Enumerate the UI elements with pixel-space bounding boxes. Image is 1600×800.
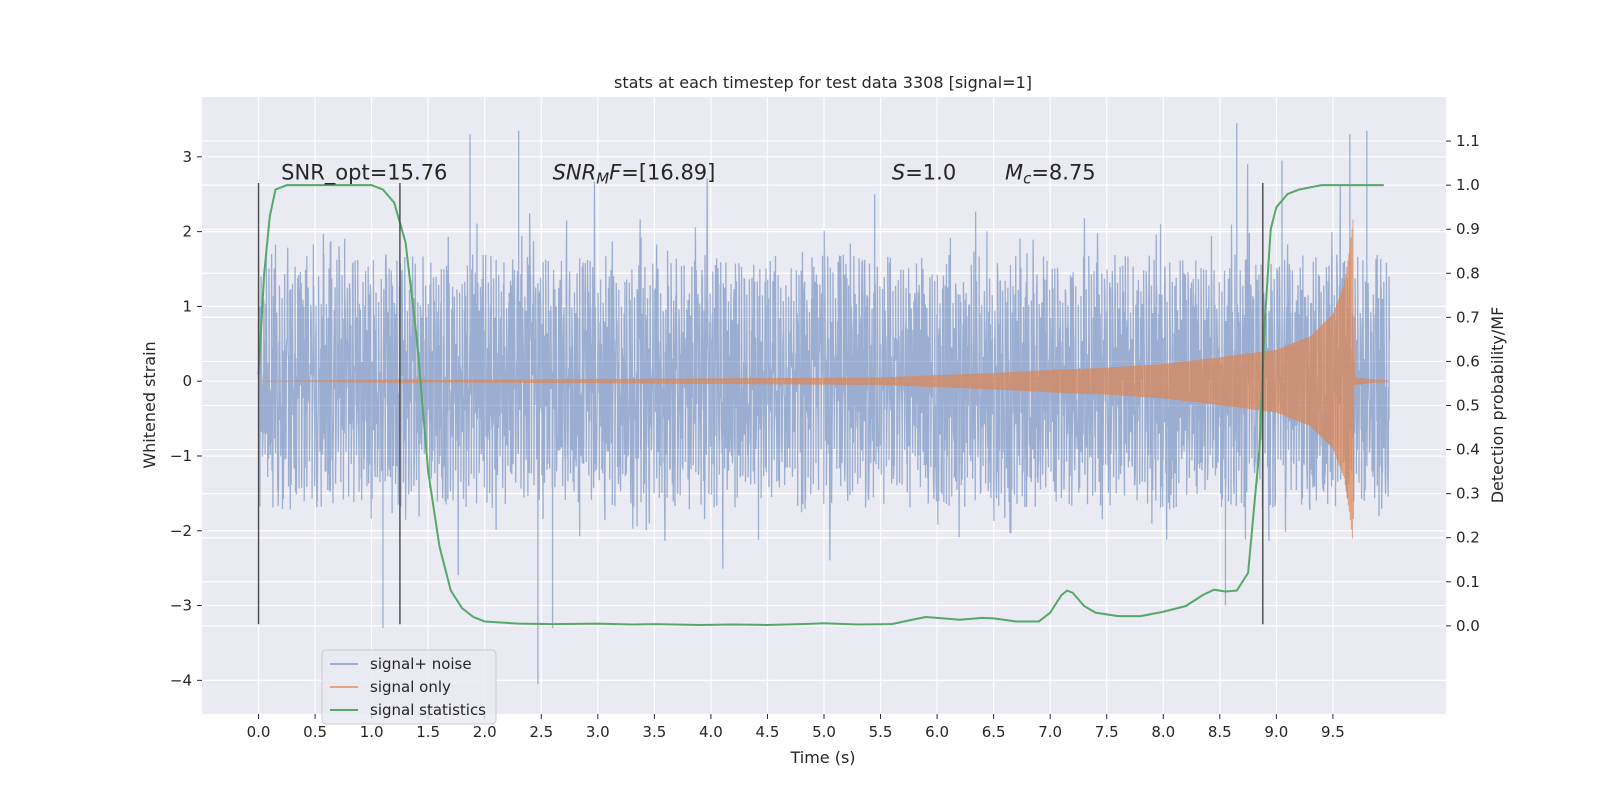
x-tick-label: 3.0 xyxy=(586,723,610,741)
signal-statistics-line xyxy=(257,184,1384,626)
x-tick-label: 0.0 xyxy=(247,723,271,741)
y-tick-label: 1 xyxy=(182,297,192,315)
x-tick-label: 8.5 xyxy=(1208,723,1232,741)
x-tick-label: 9.5 xyxy=(1321,723,1345,741)
y-tick-label: 0 xyxy=(182,372,192,390)
legend-box xyxy=(321,649,497,725)
x-tick-label: 6.0 xyxy=(925,723,949,741)
x-tick-label: 1.5 xyxy=(416,723,440,741)
legend: signal+ noise signal only signal statistic… xyxy=(321,649,497,725)
x-tick-label: 4.0 xyxy=(699,723,723,741)
x-tick-label: 7.0 xyxy=(1038,723,1062,741)
x-tick-label: 8.0 xyxy=(1151,723,1175,741)
y-right-tick-label: 0.0 xyxy=(1456,617,1480,635)
y-right-tick-label: 0.6 xyxy=(1456,352,1480,370)
legend-label: signal statistics xyxy=(370,701,486,719)
annotation-text: SNR_opt=15.76 xyxy=(281,160,447,185)
y-right-tick-label: 0.8 xyxy=(1456,264,1480,282)
y-right-axis-ticks: 0.0 0.1 0.2 0.3 0.4 0.5 0.6 0.7 0.8 0.9 1.0 1.1 xyxy=(1446,132,1480,635)
chart-title: stats at each timestep for test data 330… xyxy=(614,73,1032,92)
annotation-text: S=1.0 xyxy=(892,160,956,184)
y-right-axis-label: Detection probability/MF xyxy=(1488,307,1507,504)
y-right-tick-label: 0.2 xyxy=(1456,529,1480,547)
y-right-tick-label: 0.1 xyxy=(1456,573,1480,591)
x-tick-label: 2.5 xyxy=(529,723,553,741)
annotations: SNR_opt=15.76 SNRMF=[16.89] S=1.0 Mc=8.75 xyxy=(281,160,1096,187)
y-tick-label: −3 xyxy=(170,597,192,615)
x-tick-label: 2.0 xyxy=(473,723,497,741)
x-tick-label: 3.5 xyxy=(642,723,666,741)
y-tick-label: 2 xyxy=(182,223,192,241)
signal-only-line xyxy=(258,219,1390,539)
series-signal-statistics xyxy=(257,184,1384,626)
y-tick-label: 3 xyxy=(182,148,192,166)
y-tick-label: −4 xyxy=(170,671,192,689)
x-axis-ticks: 0.0 0.5 1.0 1.5 2.0 2.5 3.0 3.5 4.0 4.5 5.0 5.5 6.0 6… xyxy=(247,714,1345,741)
x-tick-label: 5.0 xyxy=(812,723,836,741)
annotation-text: SNRMF=[16.89] xyxy=(553,160,716,187)
x-tick-label: 4.5 xyxy=(756,723,780,741)
annotation-text: Mc=8.75 xyxy=(1005,160,1096,187)
y-tick-label: −2 xyxy=(170,522,192,540)
y-right-tick-label: 0.7 xyxy=(1456,308,1480,326)
y-axis-label: Whitened strain xyxy=(140,341,159,468)
series-signal-only xyxy=(258,219,1390,539)
legend-label: signal only xyxy=(370,678,451,696)
x-tick-label: 7.5 xyxy=(1095,723,1119,741)
x-tick-label: 9.0 xyxy=(1264,723,1288,741)
y-right-tick-label: 1.0 xyxy=(1456,176,1480,194)
y-right-tick-label: 0.5 xyxy=(1456,397,1480,415)
x-tick-label: 1.0 xyxy=(360,723,384,741)
x-tick-label: 0.5 xyxy=(303,723,327,741)
y-right-tick-label: 1.1 xyxy=(1456,132,1480,150)
x-tick-label: 5.5 xyxy=(869,723,893,741)
y-right-tick-label: 0.3 xyxy=(1456,485,1480,503)
y-axis-ticks: −4 −3 −2 −1 0 1 2 3 xyxy=(170,148,202,689)
x-tick-label: 6.5 xyxy=(982,723,1006,741)
y-tick-label: −1 xyxy=(170,447,192,465)
vertical-markers xyxy=(257,183,1264,625)
x-axis-label: Time (s) xyxy=(789,748,855,767)
y-right-tick-label: 0.9 xyxy=(1456,220,1480,238)
y-right-tick-label: 0.4 xyxy=(1456,441,1480,459)
legend-label: signal+ noise xyxy=(370,655,472,673)
